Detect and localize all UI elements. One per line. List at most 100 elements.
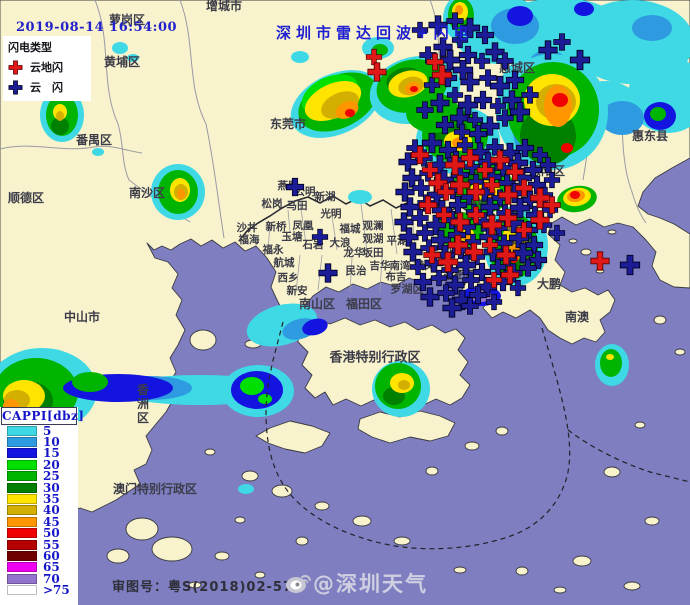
place-label: 新湖 [315, 190, 336, 203]
cloud-flash-label: 云 闪 [30, 81, 63, 94]
cloud-flash-cross-icon [553, 33, 571, 51]
cloud-ground-cross-icon [450, 212, 470, 232]
cloud-ground-cross-icon [490, 150, 510, 170]
cloud-flash-cross-icon [445, 275, 465, 295]
cloud-ground-cross-icon [460, 148, 480, 168]
radar-echo-blob [410, 86, 418, 92]
cloud-ground-cross-icon [447, 234, 469, 256]
place-label: 西乡 [278, 271, 299, 284]
cappi-value-label: 10 [43, 435, 60, 450]
cloud-flash-cross-icon [411, 21, 429, 39]
cappi-row: 70 [0, 572, 78, 586]
weibo-icon [286, 575, 311, 593]
place-label: 南沙区 [129, 185, 165, 200]
hongkong-island [357, 410, 456, 444]
cloud-flash-cross-icon [485, 293, 503, 311]
cappi-row: 25 [0, 469, 78, 483]
place-label: 福永 [262, 243, 284, 256]
cloud-flash-cross-icon [505, 70, 525, 90]
cloud-flash-cross-icon [473, 90, 493, 110]
cloud-flash-cross-icon [569, 49, 591, 71]
cloud-ground-cross-icon [590, 251, 610, 271]
place-label: 番禺区 [75, 132, 112, 147]
cappi-value-label: 45 [43, 514, 60, 529]
radar-echo-blob [600, 101, 644, 135]
cloud-ground-cross-icon [431, 64, 453, 86]
cappi-value-label: 65 [43, 560, 60, 575]
cappi-swatch [7, 425, 37, 436]
cappi-row: 45 [0, 514, 78, 529]
maritime-boundary-dashed [265, 321, 690, 550]
cloud-ground-cross-icon [421, 161, 439, 179]
cloud-ground-cross-icon [506, 163, 524, 181]
cloud-ground-cross-icon [530, 210, 550, 230]
cloud-flash-cross-icon [519, 259, 537, 277]
radar-echo-blob [632, 15, 672, 41]
place-label: 福城 [339, 222, 361, 235]
cappi-swatch [7, 585, 37, 596]
radar-echo-blob [127, 54, 139, 62]
cappi-swatch [7, 448, 37, 459]
watermark-text: @深圳天气 [313, 572, 428, 596]
cappi-swatch [7, 437, 37, 448]
place-label: 松岗 [262, 197, 283, 210]
cappi-swatch [7, 494, 37, 505]
place-label: 坂田 [363, 246, 384, 259]
cappi-swatch [7, 482, 37, 493]
cloud-flash-cross-icon [543, 171, 561, 189]
place-label: 新安 [287, 284, 308, 297]
cappi-swatch [7, 471, 37, 482]
cloud-ground-cross-icon [483, 176, 501, 194]
cloud-ground-cross-icon [410, 145, 430, 165]
cloud-flash-cross-icon [475, 25, 495, 45]
radar-echo-blob [398, 380, 410, 390]
cloud-ground-cross-icon [367, 62, 387, 82]
cloud-ground-cross-icon [437, 251, 459, 273]
cloud-ground-cross-icon [543, 196, 561, 214]
cloud-flash-cross-icon [430, 93, 450, 113]
legend-row-cloud-ground: 云地闪 [8, 59, 86, 75]
radar-timestamp: 2019-08-14 16:54:00 [16, 20, 178, 35]
place-label: 中山市 [64, 309, 100, 324]
place-label: 萝岗区 [109, 12, 145, 27]
cloud-flash-cross-icon [430, 269, 448, 287]
cloud-ground-flash-label: 云地闪 [30, 61, 63, 74]
radar-echo-blob [552, 93, 568, 107]
place-label: 增城市 [206, 0, 242, 13]
radar-echo-blob [51, 117, 69, 135]
cloud-ground-cross-icon [476, 161, 494, 179]
cloud-ground-cross-icon [444, 154, 466, 176]
cappi-swatch [7, 562, 37, 573]
cloud-flash-cross-icon [433, 37, 453, 57]
place-label: 布吉 [386, 270, 407, 283]
place-label: 南山区 [299, 296, 335, 311]
cappi-value-label: 55 [43, 537, 60, 552]
cappi-value-label: >75 [43, 583, 70, 598]
radar-echo-blob [650, 107, 666, 121]
cappi-row: 40 [0, 503, 78, 517]
cloud-flash-cross-icon [435, 115, 455, 135]
cloud-flash-cross-icon [515, 138, 535, 158]
cloud-flash-cross-icon [476, 276, 498, 298]
cappi-legend-rows: 5 10 15 20 25 30 35 40 45 50 55 60 65 70 >75 [0, 424, 78, 598]
place-label: 香港特别行政区 [328, 350, 420, 366]
lightning-symbol-group [285, 12, 641, 318]
cappi-row: 35 [0, 492, 78, 506]
place-label: 顺德区 [8, 190, 44, 205]
cloud-flash-cross-icon [528, 250, 548, 270]
cloud-flash-cross-icon [413, 272, 433, 292]
place-label: 福海 [238, 233, 260, 246]
radar-echo-blob [72, 372, 108, 392]
cappi-row: 65 [0, 560, 78, 575]
cloud-ground-cross-icon [498, 185, 518, 205]
cappi-row: 15 [0, 446, 78, 460]
cloud-flash-cross-icon [509, 101, 531, 123]
place-label: 马田 [287, 200, 308, 212]
place-label: 惠东县 [632, 128, 668, 143]
cloud-flash-cross-icon [473, 52, 491, 70]
radar-echo-blob [348, 190, 372, 204]
lightning-legend-title: 闪电类型 [8, 41, 52, 54]
cloud-flash-cross-icon [538, 40, 558, 60]
cloud-flash-cross-icon [423, 76, 441, 94]
